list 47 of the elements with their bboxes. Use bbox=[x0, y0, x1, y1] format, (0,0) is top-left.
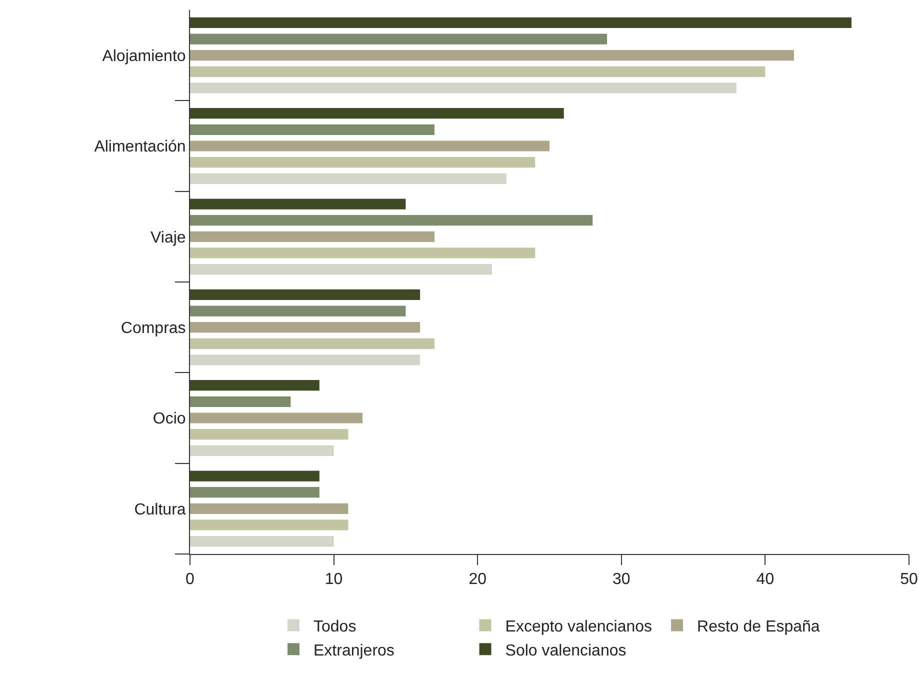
y-tick-label: Cultura bbox=[134, 501, 186, 518]
bar bbox=[190, 520, 348, 530]
bar bbox=[190, 157, 536, 168]
y-tick-label: Alimentación bbox=[94, 138, 186, 156]
bar bbox=[190, 140, 550, 152]
x-tick-label: 30 bbox=[612, 571, 630, 588]
bar bbox=[190, 82, 736, 94]
bar bbox=[190, 322, 420, 333]
y-tick-label: Viaje bbox=[150, 229, 186, 246]
bar bbox=[190, 215, 593, 226]
x-tick-label: 0 bbox=[186, 571, 195, 588]
bar bbox=[190, 429, 348, 440]
bar bbox=[190, 412, 363, 424]
y-tick-label: Ocio bbox=[152, 410, 186, 428]
bar bbox=[190, 264, 492, 275]
legend-label: Resto de España bbox=[697, 618, 820, 636]
bar bbox=[190, 17, 852, 28]
bar bbox=[190, 354, 420, 366]
legend-label: Todos bbox=[314, 618, 356, 636]
legend-label: Solo valencianos bbox=[505, 642, 626, 660]
bar bbox=[190, 380, 320, 391]
bar bbox=[190, 470, 320, 482]
legend-label: Excepto valencianos bbox=[505, 618, 652, 636]
bar bbox=[190, 338, 434, 349]
bar bbox=[190, 231, 434, 242]
bar bbox=[190, 503, 348, 514]
bar bbox=[190, 173, 506, 184]
bar bbox=[190, 396, 291, 407]
x-tick-label: 20 bbox=[468, 571, 487, 588]
legend-label: Extranjeros bbox=[314, 642, 394, 660]
bar bbox=[190, 34, 608, 44]
bar bbox=[190, 66, 766, 77]
x-tick-label: 50 bbox=[900, 571, 918, 588]
bar bbox=[190, 50, 794, 61]
bar bbox=[190, 487, 320, 498]
y-tick-label: Compras bbox=[120, 320, 186, 337]
x-tick-label: 40 bbox=[756, 571, 774, 588]
y-tick-label: Alojamiento bbox=[102, 48, 186, 65]
x-tick-label: 10 bbox=[324, 571, 343, 588]
bar bbox=[190, 108, 564, 119]
bar bbox=[190, 306, 406, 316]
bar bbox=[190, 124, 434, 135]
bar bbox=[190, 248, 536, 258]
bar bbox=[190, 289, 420, 300]
bar bbox=[190, 536, 334, 547]
bar bbox=[190, 198, 406, 210]
bar bbox=[190, 445, 334, 456]
